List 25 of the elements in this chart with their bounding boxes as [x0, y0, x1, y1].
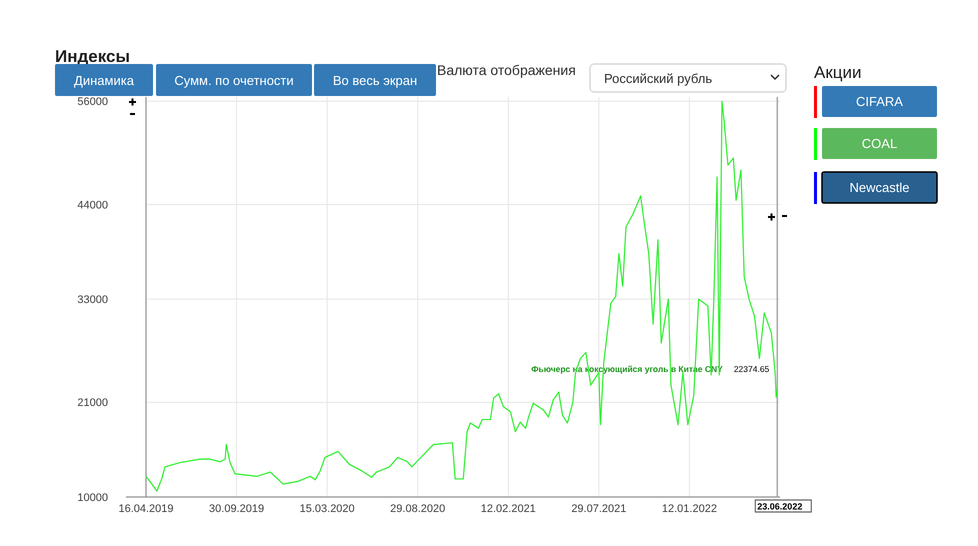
- dropdown: Российский рубль: [590, 64, 786, 92]
- text: Акции: [814, 63, 862, 82]
- line-series: [145, 100, 778, 492]
- button: Newcastle: [821, 171, 938, 204]
- button: Динамика: [55, 64, 153, 96]
- chart-title: Индексы: [55, 47, 130, 66]
- y-tick-label: 33000: [77, 294, 108, 306]
- text: Валюта отображения: [437, 62, 576, 78]
- x-tick-label: 12.02.2021: [480, 503, 536, 515]
- y-tick-label: 56000: [77, 96, 108, 108]
- annotation: 22374.65: [734, 364, 770, 374]
- button: COAL: [822, 128, 937, 159]
- y-tick-label: 44000: [77, 199, 108, 212]
- button: Сумм. по очетности: [156, 64, 312, 96]
- y-tick-label: 10000: [77, 492, 108, 504]
- button: Во весь экран: [314, 64, 436, 96]
- x-tick-label: 29.08.2020: [390, 503, 446, 515]
- x-tick-label: 30.09.2019: [209, 503, 264, 515]
- y-tick-label: 21000: [77, 397, 108, 410]
- x-tick-label: 16.04.2019: [118, 503, 174, 515]
- x-tick-label: 29.07.2021: [571, 503, 626, 515]
- x-tick-label: 15.03.2020: [300, 503, 355, 515]
- ref-line-label: 23.06.2022: [757, 502, 802, 512]
- button: CIFARA: [822, 86, 937, 117]
- x-tick-label: 12.01.2022: [662, 503, 717, 515]
